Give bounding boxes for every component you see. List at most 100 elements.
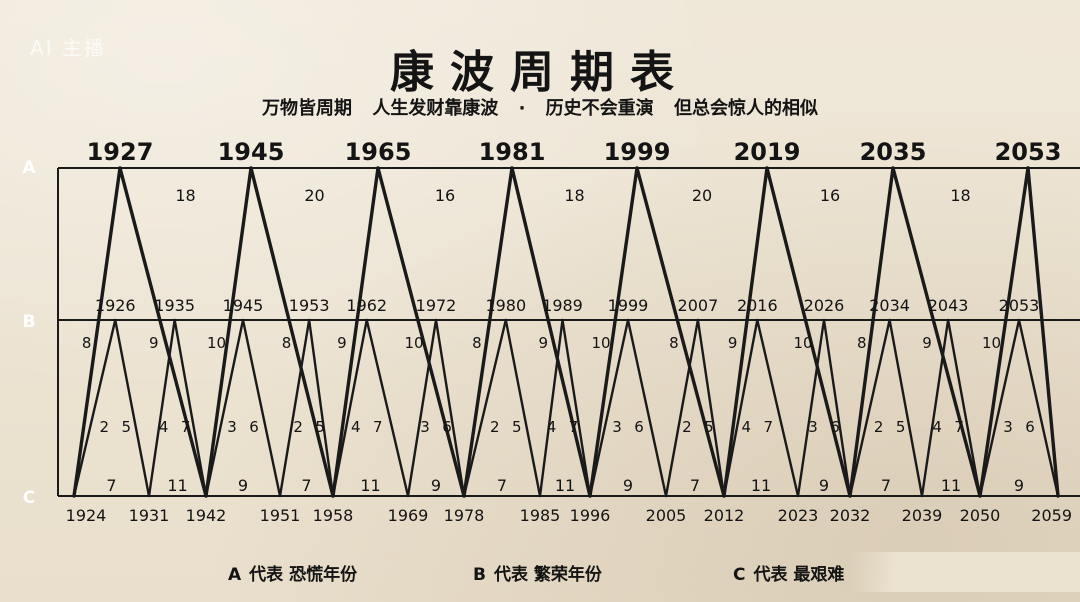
b-year-label: 1962 bbox=[346, 296, 387, 315]
mid-label: 4 bbox=[932, 418, 942, 436]
b-side-label: 9 bbox=[728, 334, 738, 352]
b-cycle-line bbox=[147, 318, 176, 498]
mid-label: 4 bbox=[351, 418, 361, 436]
a-year-label: 1999 bbox=[604, 138, 671, 166]
b-cycle-line bbox=[365, 318, 410, 498]
mid-label: 7 bbox=[181, 418, 191, 436]
a-year-label: 2019 bbox=[734, 138, 801, 166]
row-c-marker-icon bbox=[16, 482, 48, 514]
c-interval-label: 7 bbox=[690, 476, 700, 495]
mid-label: 6 bbox=[830, 418, 840, 436]
a-year-label: 2053 bbox=[995, 138, 1062, 166]
mid-label: 6 bbox=[442, 418, 452, 436]
mid-label: 6 bbox=[249, 418, 259, 436]
a-interval-label: 18 bbox=[950, 186, 970, 205]
b-side-label: 8 bbox=[669, 334, 679, 352]
b-cycle-line bbox=[538, 318, 564, 498]
b-side-label: 10 bbox=[793, 334, 812, 352]
b-cycle-line bbox=[406, 318, 438, 498]
b-year-label: 2053 bbox=[999, 296, 1040, 315]
c-year-label: 2050 bbox=[960, 506, 1001, 525]
b-side-label: 8 bbox=[282, 334, 292, 352]
b-cycle-line bbox=[173, 318, 208, 498]
c-year-label: 1985 bbox=[520, 506, 561, 525]
a-cycle-line bbox=[891, 166, 982, 498]
b-year-label: 1935 bbox=[154, 296, 195, 315]
a-cycle-line bbox=[848, 166, 895, 498]
b-cycle-line bbox=[920, 318, 950, 498]
b-cycle-line bbox=[561, 318, 592, 498]
mid-label: 2 bbox=[99, 418, 109, 436]
b-side-label: 10 bbox=[207, 334, 226, 352]
b-year-label: 1989 bbox=[542, 296, 583, 315]
a-year-label: 2035 bbox=[860, 138, 927, 166]
row-b-marker-icon bbox=[16, 306, 48, 338]
mid-label: 7 bbox=[569, 418, 579, 436]
c-year-label: 2059 bbox=[1031, 506, 1072, 525]
c-interval-label: 7 bbox=[106, 476, 116, 495]
c-interval-label: 9 bbox=[238, 476, 248, 495]
b-cycle-line bbox=[796, 318, 826, 498]
legend-c-letter: C bbox=[733, 565, 746, 585]
c-interval-label: 11 bbox=[941, 476, 961, 495]
c-year-label: 1996 bbox=[570, 506, 611, 525]
a-interval-label: 20 bbox=[304, 186, 324, 205]
b-side-label: 9 bbox=[337, 334, 347, 352]
mid-label: 6 bbox=[634, 418, 644, 436]
b-year-label: 2043 bbox=[928, 296, 969, 315]
c-year-label: 2039 bbox=[902, 506, 943, 525]
mid-label: 3 bbox=[227, 418, 237, 436]
a-year-label: 1927 bbox=[87, 138, 154, 166]
a-interval-label: 16 bbox=[435, 186, 455, 205]
mid-label: 3 bbox=[1003, 418, 1013, 436]
c-year-label: 1951 bbox=[260, 506, 301, 525]
a-interval-label: 20 bbox=[692, 186, 712, 205]
c-interval-label: 9 bbox=[819, 476, 829, 495]
legend-c: C 代表 最艰难 bbox=[733, 560, 844, 585]
legend-b-text: 代表 繁荣年份 bbox=[493, 565, 602, 585]
b-cycle-line bbox=[204, 318, 245, 498]
b-cycle-line bbox=[664, 318, 700, 498]
legend-b: B 代表 繁荣年份 bbox=[473, 560, 602, 585]
b-cycle-line bbox=[434, 318, 466, 498]
c-year-label: 1942 bbox=[186, 506, 227, 525]
a-cycle-line bbox=[1026, 166, 1060, 498]
c-interval-label: 7 bbox=[881, 476, 891, 495]
a-year-label: 1981 bbox=[479, 138, 546, 166]
b-cycle-line bbox=[822, 318, 852, 498]
c-year-label: 2023 bbox=[778, 506, 819, 525]
b-cycle-line bbox=[307, 318, 335, 498]
page-subtitle: 万物皆周期 人生发财靠康波 · 历史不会重演 但总会惊人的相似 bbox=[262, 98, 818, 119]
watermark-logo: AI 主播 bbox=[30, 36, 106, 60]
c-interval-label: 7 bbox=[301, 476, 311, 495]
b-year-label: 1999 bbox=[608, 296, 649, 315]
b-year-label: 2007 bbox=[678, 296, 719, 315]
legend-a: A 代表 恐慌年份 bbox=[228, 560, 357, 585]
b-cycle-line bbox=[888, 318, 924, 498]
b-cycle-line bbox=[1017, 318, 1060, 498]
b-year-label: 2034 bbox=[869, 296, 910, 315]
a-cycle-line bbox=[635, 166, 726, 498]
c-interval-label: 11 bbox=[167, 476, 187, 495]
row-c-label: C bbox=[22, 488, 36, 508]
c-year-label: 1958 bbox=[313, 506, 354, 525]
c-year-label: 2005 bbox=[646, 506, 687, 525]
mid-label: 2 bbox=[682, 418, 692, 436]
mid-label: 5 bbox=[121, 418, 131, 436]
b-cycle-line bbox=[756, 318, 800, 498]
c-year-label: 1931 bbox=[129, 506, 170, 525]
c-interval-label: 9 bbox=[1014, 476, 1024, 495]
a-cycle-line bbox=[765, 166, 852, 498]
b-year-label: 1945 bbox=[223, 296, 264, 315]
b-cycle-line bbox=[241, 318, 282, 498]
mid-label: 6 bbox=[1025, 418, 1035, 436]
b-side-label: 9 bbox=[922, 334, 932, 352]
b-cycle-line bbox=[978, 318, 1021, 498]
legend-a-letter: A bbox=[228, 565, 242, 585]
a-cycle-line bbox=[462, 166, 514, 498]
b-year-label: 1953 bbox=[289, 296, 330, 315]
b-side-label: 9 bbox=[149, 334, 159, 352]
mid-label: 2 bbox=[490, 418, 500, 436]
b-cycle-line bbox=[278, 318, 311, 498]
a-interval-label: 18 bbox=[564, 186, 584, 205]
